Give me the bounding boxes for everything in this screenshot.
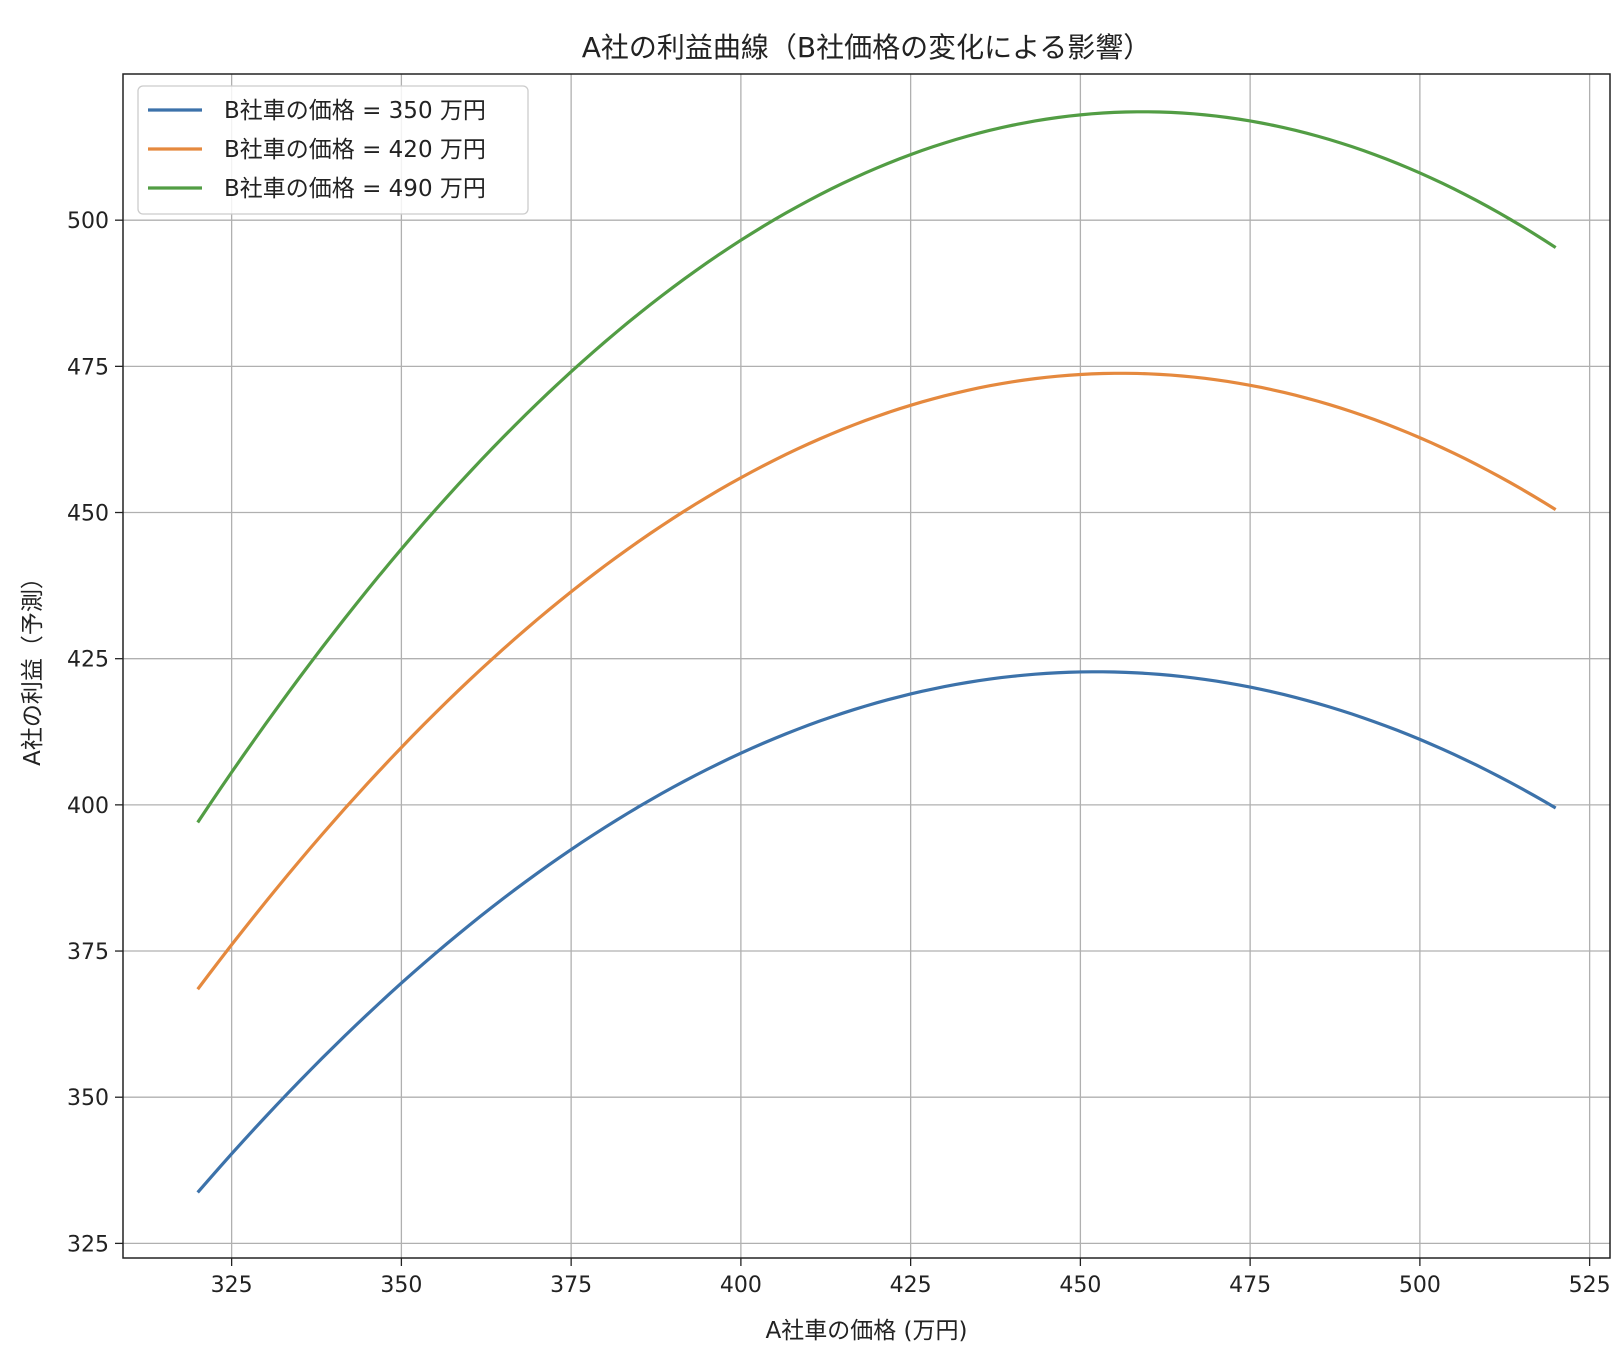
y-tick-label: 450 <box>67 502 109 527</box>
series-line-2 <box>196 371 1557 991</box>
x-tick-label: 425 <box>890 1273 932 1298</box>
y-tick-label: 400 <box>67 794 109 819</box>
y-tick-label: 325 <box>67 1232 109 1257</box>
y-tick-label: 500 <box>67 209 109 234</box>
y-tick-label: 425 <box>67 648 109 673</box>
plot-frame <box>122 73 1611 1259</box>
y-tick-label: 350 <box>67 1086 109 1111</box>
series-lines <box>196 110 1557 1194</box>
series-line-1 <box>196 670 1557 1194</box>
x-tick-label: 375 <box>550 1273 592 1298</box>
chart-title: A社の利益曲線（B社価格の変化による影響） <box>582 31 1152 64</box>
x-tick-label: 400 <box>720 1273 762 1298</box>
y-axis-label: A社の利益（予測） <box>20 566 46 766</box>
x-axis-label: A社車の価格 (万円) <box>766 1318 968 1344</box>
grid <box>123 74 1610 1258</box>
x-tick-label: 350 <box>380 1273 422 1298</box>
y-tick-label: 475 <box>67 355 109 380</box>
y-tick-label: 375 <box>67 940 109 965</box>
x-tick-label: 475 <box>1229 1273 1271 1298</box>
series-line-3 <box>196 110 1557 824</box>
x-tick-label: 450 <box>1059 1273 1101 1298</box>
legend-label-3: B社車の価格 = 490 万円 <box>224 176 486 202</box>
legend-label-1: B社車の価格 = 350 万円 <box>224 98 486 124</box>
legend: B社車の価格 = 350 万円 B社車の価格 = 420 万円 B社車の価格 = 4… <box>137 85 529 215</box>
axis-ticks: 325 350 375 400 425 450 475 500 525 325 350 375 400 4… <box>67 209 1611 1298</box>
legend-label-2: B社車の価格 = 420 万円 <box>224 137 486 163</box>
legend-box <box>137 85 529 215</box>
x-tick-label: 500 <box>1399 1273 1441 1298</box>
x-tick-label: 525 <box>1569 1273 1611 1298</box>
x-tick-label: 325 <box>211 1273 253 1298</box>
